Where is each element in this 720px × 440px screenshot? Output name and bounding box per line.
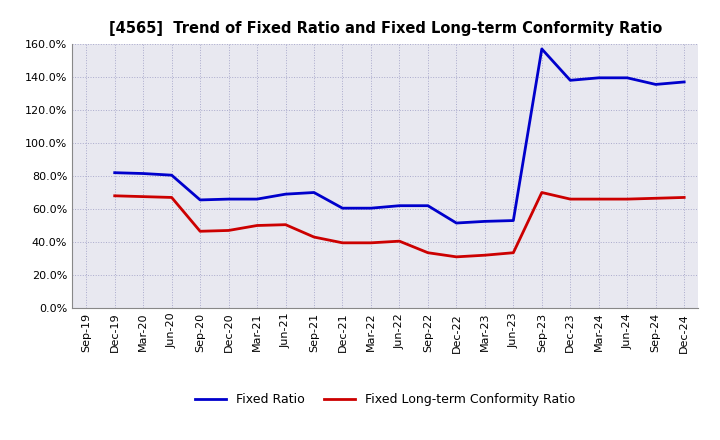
Fixed Long-term Conformity Ratio [167, 195, 176, 200]
Fixed Ratio [566, 77, 575, 83]
Line: Fixed Long-term Conformity Ratio: Fixed Long-term Conformity Ratio [114, 193, 684, 257]
Fixed Ratio [652, 82, 660, 87]
Fixed Long-term Conformity Ratio [310, 235, 318, 240]
Fixed Long-term Conformity Ratio [509, 250, 518, 255]
Fixed Long-term Conformity Ratio [595, 196, 603, 202]
Fixed Ratio [196, 197, 204, 202]
Fixed Long-term Conformity Ratio [652, 196, 660, 201]
Fixed Long-term Conformity Ratio [480, 253, 489, 258]
Fixed Long-term Conformity Ratio [537, 190, 546, 195]
Fixed Ratio [225, 196, 233, 202]
Fixed Ratio [680, 79, 688, 84]
Fixed Long-term Conformity Ratio [423, 250, 432, 255]
Fixed Ratio [595, 75, 603, 81]
Fixed Long-term Conformity Ratio [110, 193, 119, 198]
Fixed Ratio [139, 171, 148, 176]
Fixed Ratio [366, 205, 375, 211]
Fixed Long-term Conformity Ratio [366, 240, 375, 246]
Fixed Ratio [110, 170, 119, 175]
Fixed Ratio [167, 172, 176, 178]
Fixed Ratio [509, 218, 518, 223]
Fixed Ratio [282, 191, 290, 197]
Legend: Fixed Ratio, Fixed Long-term Conformity Ratio: Fixed Ratio, Fixed Long-term Conformity … [190, 388, 580, 411]
Line: Fixed Ratio: Fixed Ratio [114, 49, 684, 223]
Fixed Ratio [395, 203, 404, 209]
Fixed Ratio [480, 219, 489, 224]
Fixed Ratio [452, 220, 461, 226]
Fixed Ratio [310, 190, 318, 195]
Fixed Long-term Conformity Ratio [282, 222, 290, 227]
Fixed Long-term Conformity Ratio [623, 196, 631, 202]
Fixed Long-term Conformity Ratio [566, 196, 575, 202]
Title: [4565]  Trend of Fixed Ratio and Fixed Long-term Conformity Ratio: [4565] Trend of Fixed Ratio and Fixed Lo… [109, 21, 662, 36]
Fixed Ratio [253, 196, 261, 202]
Fixed Ratio [623, 75, 631, 81]
Fixed Ratio [537, 46, 546, 51]
Fixed Long-term Conformity Ratio [680, 195, 688, 200]
Fixed Long-term Conformity Ratio [338, 240, 347, 246]
Fixed Long-term Conformity Ratio [196, 229, 204, 234]
Fixed Long-term Conformity Ratio [139, 194, 148, 199]
Fixed Long-term Conformity Ratio [395, 238, 404, 244]
Fixed Long-term Conformity Ratio [225, 228, 233, 233]
Fixed Long-term Conformity Ratio [452, 254, 461, 260]
Fixed Long-term Conformity Ratio [253, 223, 261, 228]
Fixed Ratio [423, 203, 432, 209]
Fixed Ratio [338, 205, 347, 211]
